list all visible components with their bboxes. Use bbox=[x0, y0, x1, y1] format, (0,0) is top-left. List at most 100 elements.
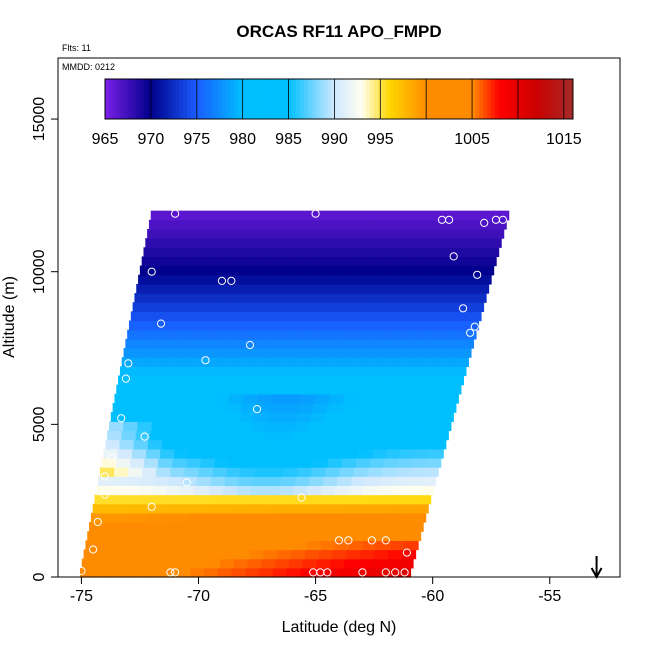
heatmap-cell bbox=[302, 503, 317, 514]
heatmap-cell bbox=[422, 311, 438, 322]
colorbar-segment bbox=[147, 79, 153, 119]
heatmap-cell bbox=[371, 338, 388, 349]
heatmap-cell bbox=[245, 448, 260, 459]
heatmap-cell bbox=[374, 210, 390, 221]
heatmap-cell bbox=[270, 210, 286, 221]
heatmap-cell bbox=[345, 329, 361, 340]
heatmap-cell bbox=[234, 238, 250, 248]
heatmap-cell bbox=[407, 476, 423, 487]
heatmap-cell bbox=[314, 512, 329, 523]
colorbar-segment bbox=[413, 79, 418, 119]
heatmap-cell bbox=[224, 476, 240, 487]
heatmap-cell bbox=[121, 357, 137, 367]
heatmap-cell bbox=[473, 283, 490, 294]
heatmap-cell bbox=[85, 540, 100, 551]
heatmap-cell bbox=[436, 421, 452, 432]
heatmap-cell bbox=[381, 302, 397, 312]
colorbar-segment bbox=[342, 79, 348, 119]
heatmap-cell bbox=[415, 338, 431, 349]
heatmap-cell bbox=[217, 567, 233, 578]
heatmap-cell bbox=[424, 412, 440, 422]
colorbar-segment bbox=[128, 79, 133, 119]
colorbar-segment bbox=[284, 79, 289, 119]
sample-point bbox=[466, 328, 475, 337]
sample-point bbox=[367, 536, 376, 545]
heatmap-cell bbox=[180, 485, 196, 496]
heatmap-cell bbox=[214, 329, 230, 340]
heatmap-cell bbox=[99, 540, 114, 551]
colorbar-segment bbox=[171, 79, 176, 119]
heatmap-cell bbox=[188, 384, 204, 395]
heatmap-cell bbox=[243, 393, 259, 404]
colorbar-segment bbox=[315, 79, 320, 119]
heatmap-cell bbox=[300, 567, 315, 578]
heatmap-cell bbox=[178, 430, 194, 441]
heatmap-cell bbox=[231, 384, 247, 395]
heatmap-cell bbox=[439, 357, 455, 367]
heatmap-cell bbox=[299, 210, 316, 221]
heatmap-cell bbox=[459, 228, 475, 239]
heatmap-cell bbox=[87, 531, 102, 541]
x-axis-title: Latitude (deg N) bbox=[282, 619, 397, 636]
sample-point bbox=[201, 356, 210, 365]
heatmap-cell bbox=[405, 375, 421, 386]
heatmap-cell bbox=[437, 366, 453, 377]
heatmap-cell bbox=[272, 393, 287, 404]
heatmap-cell bbox=[300, 512, 315, 523]
heatmap-cell bbox=[224, 283, 240, 294]
heatmap-cell bbox=[473, 228, 490, 239]
colorbar-segment bbox=[553, 79, 558, 119]
heatmap-cell bbox=[216, 320, 232, 331]
heatmap-cell bbox=[166, 549, 182, 560]
heatmap-cell bbox=[365, 531, 380, 541]
heatmap-cell bbox=[476, 274, 492, 285]
heatmap-cell bbox=[131, 448, 147, 459]
heatmap-cell bbox=[282, 348, 298, 358]
heatmap-cell bbox=[263, 430, 279, 441]
heatmap-cell bbox=[192, 430, 208, 441]
colorbar-segment bbox=[471, 79, 476, 119]
heatmap-cell bbox=[281, 531, 297, 541]
colorbar-segment bbox=[222, 79, 227, 119]
heatmap-cell bbox=[224, 540, 239, 551]
heatmap-cell bbox=[351, 476, 366, 487]
heatmap-cell bbox=[275, 558, 290, 569]
heatmap-cell bbox=[183, 338, 199, 349]
heatmap-cell bbox=[441, 238, 458, 248]
heatmap-cell bbox=[297, 467, 312, 477]
heatmap-cell bbox=[123, 348, 139, 358]
heatmap-cell bbox=[162, 439, 177, 450]
heatmap-cell bbox=[308, 421, 324, 432]
colorbar-tick-label: 990 bbox=[321, 131, 348, 148]
heatmap-cell bbox=[386, 393, 402, 404]
heatmap-cell bbox=[222, 485, 238, 496]
heatmap-cell bbox=[139, 338, 155, 349]
colorbar-segment bbox=[522, 79, 527, 119]
heatmap-cell bbox=[276, 247, 293, 258]
heatmap-cell bbox=[261, 439, 277, 450]
heatmap-cell bbox=[332, 549, 347, 560]
heatmap-cell bbox=[344, 210, 361, 221]
colorbar-segment bbox=[370, 79, 375, 119]
heatmap-cell bbox=[219, 238, 235, 248]
heatmap-cell bbox=[168, 476, 184, 487]
heatmap-cell bbox=[419, 485, 434, 496]
heatmap-cell bbox=[165, 421, 181, 432]
heatmap-cell bbox=[228, 522, 243, 532]
heatmap-cell bbox=[466, 256, 482, 267]
colorbar-segment bbox=[549, 79, 554, 119]
heatmap-cell bbox=[374, 494, 390, 505]
heatmap-cell bbox=[297, 283, 313, 294]
heatmap-cell bbox=[174, 512, 190, 523]
heatmap-cell bbox=[178, 558, 193, 569]
heatmap-cell bbox=[387, 549, 403, 560]
heatmap-cell bbox=[348, 256, 364, 267]
sample-point bbox=[449, 252, 458, 261]
x-tick-label: -75 bbox=[70, 588, 93, 605]
heatmap-cell bbox=[173, 247, 189, 258]
heatmap-cell bbox=[441, 402, 457, 413]
sample-point bbox=[311, 209, 320, 218]
heatmap-cell bbox=[159, 311, 176, 322]
heatmap-cell bbox=[363, 430, 378, 441]
heatmap-cell bbox=[326, 348, 342, 358]
